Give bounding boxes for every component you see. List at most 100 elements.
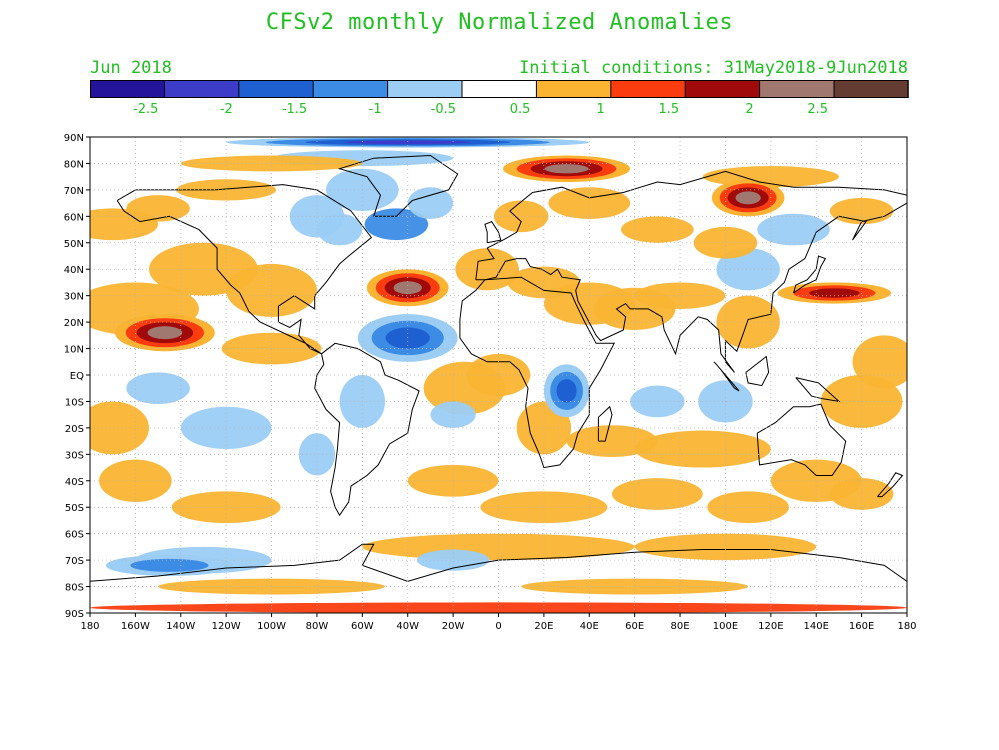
lon-label: 80E — [671, 621, 690, 632]
lon-label: 80W — [306, 621, 329, 632]
colorbar-swatch — [238, 80, 314, 98]
coastline — [475, 170, 907, 373]
anomaly-patch — [126, 372, 190, 405]
coastlines — [90, 154, 907, 582]
anomaly-patch — [289, 195, 345, 238]
lon-label: 120E — [758, 621, 783, 632]
anomaly-patch — [90, 602, 907, 613]
colorbar-swatch — [610, 80, 686, 98]
lon-label: 40W — [396, 621, 419, 632]
colorbar-tick-label: 1.5 — [659, 102, 680, 117]
anomaly-region — [114, 314, 215, 352]
lon-label: 160W — [121, 621, 150, 632]
lon-label: 20E — [534, 621, 553, 632]
colorbar-swatch — [834, 80, 909, 98]
colorbar-tick-label: 2.5 — [807, 102, 828, 117]
colorbar-tick-label: -2 — [220, 102, 233, 117]
lat-label: 70S — [65, 556, 84, 567]
anomaly-region — [503, 155, 631, 182]
anomaly-patch — [707, 491, 789, 524]
lat-label: 30N — [64, 292, 84, 303]
colorbar-tick-label: -1 — [369, 102, 382, 117]
anomaly-region — [226, 137, 590, 148]
lat-label: EQ — [70, 371, 84, 382]
lat-label: 10S — [65, 397, 84, 408]
lat-label: 50S — [65, 503, 84, 514]
anomaly-patch — [621, 216, 694, 243]
anomaly-patch — [99, 459, 172, 502]
anomaly-patch — [757, 213, 830, 246]
lat-label: 90N — [64, 133, 84, 144]
coastline — [459, 276, 616, 469]
colorbar-tick-label: -0.5 — [431, 102, 456, 117]
lon-label: 160E — [849, 621, 874, 632]
colorbar-swatch — [759, 80, 835, 98]
anomaly-patch — [634, 282, 726, 309]
anomaly-region — [711, 179, 785, 217]
lat-label: 90S — [65, 609, 84, 620]
anomaly-patch — [126, 195, 190, 222]
coastline — [745, 355, 770, 387]
anomaly-patch — [158, 578, 386, 595]
lat-label: 80S — [65, 583, 84, 594]
anomaly-patch — [480, 491, 608, 524]
lat-label: 10N — [64, 345, 84, 356]
anomaly-patch — [180, 155, 363, 172]
coastline — [597, 405, 613, 442]
lon-label: 140W — [166, 621, 195, 632]
coastline — [116, 184, 373, 355]
anomaly-patch — [90, 401, 149, 455]
coastline — [795, 377, 841, 403]
anomaly-contour — [809, 288, 860, 298]
graticule — [90, 137, 907, 613]
colorbar-swatch — [313, 80, 389, 98]
lat-label: 40N — [64, 265, 84, 276]
lat-label: 60N — [64, 212, 84, 223]
anomaly-patch — [693, 226, 758, 259]
anomaly-patch — [493, 200, 549, 233]
lat-label: 40S — [65, 477, 84, 488]
anomaly-patch — [423, 361, 506, 415]
lon-label: 120W — [212, 621, 241, 632]
colorbar-tick-label: 0.5 — [510, 102, 531, 117]
anomaly-contour — [344, 140, 471, 145]
anomaly-patch — [416, 549, 490, 571]
anomaly-patch — [634, 430, 771, 468]
coastline — [337, 154, 459, 217]
lon-label: 20W — [442, 621, 465, 632]
lat-label: 20S — [65, 424, 84, 435]
anomaly-region — [366, 269, 449, 307]
anomaly-patch — [226, 263, 317, 317]
coastline — [314, 342, 420, 517]
anomaly-region — [543, 364, 590, 418]
axis-ticks — [86, 136, 908, 617]
anomaly-patch — [298, 433, 336, 476]
lat-label: 70N — [64, 186, 84, 197]
lat-label: 80N — [64, 159, 84, 170]
coastline — [90, 543, 907, 582]
anomaly-patch — [407, 464, 499, 497]
lat-label: 20N — [64, 318, 84, 329]
anomaly-contour — [735, 191, 761, 205]
coastline — [713, 361, 740, 392]
lon-label: 180 — [80, 621, 99, 632]
anomaly-patch — [548, 187, 631, 219]
coastline — [756, 403, 847, 476]
anomaly-patch — [407, 187, 454, 219]
colorbar-swatch — [536, 80, 612, 98]
colorbar-swatch — [462, 80, 537, 98]
lat-label: 30S — [65, 450, 84, 461]
anomaly-contour — [147, 326, 183, 340]
anomaly-contour — [393, 281, 422, 295]
colorbar: -2.5 -2 -1.5 -1 -0.5 0.5 1 1.5 2 2.5 — [90, 80, 909, 117]
colorbar-swatch — [685, 80, 761, 98]
anomaly-contour — [544, 164, 589, 174]
anomaly-patch — [630, 385, 685, 418]
initial-conditions-label: Initial conditions: 31May2018-9Jun2018 — [519, 58, 908, 78]
anomaly-patch — [611, 478, 703, 510]
lon-label: 140E — [804, 621, 829, 632]
lon-label: 0 — [495, 621, 501, 632]
lon-label: 100W — [257, 621, 286, 632]
anomaly-patch — [221, 332, 322, 365]
